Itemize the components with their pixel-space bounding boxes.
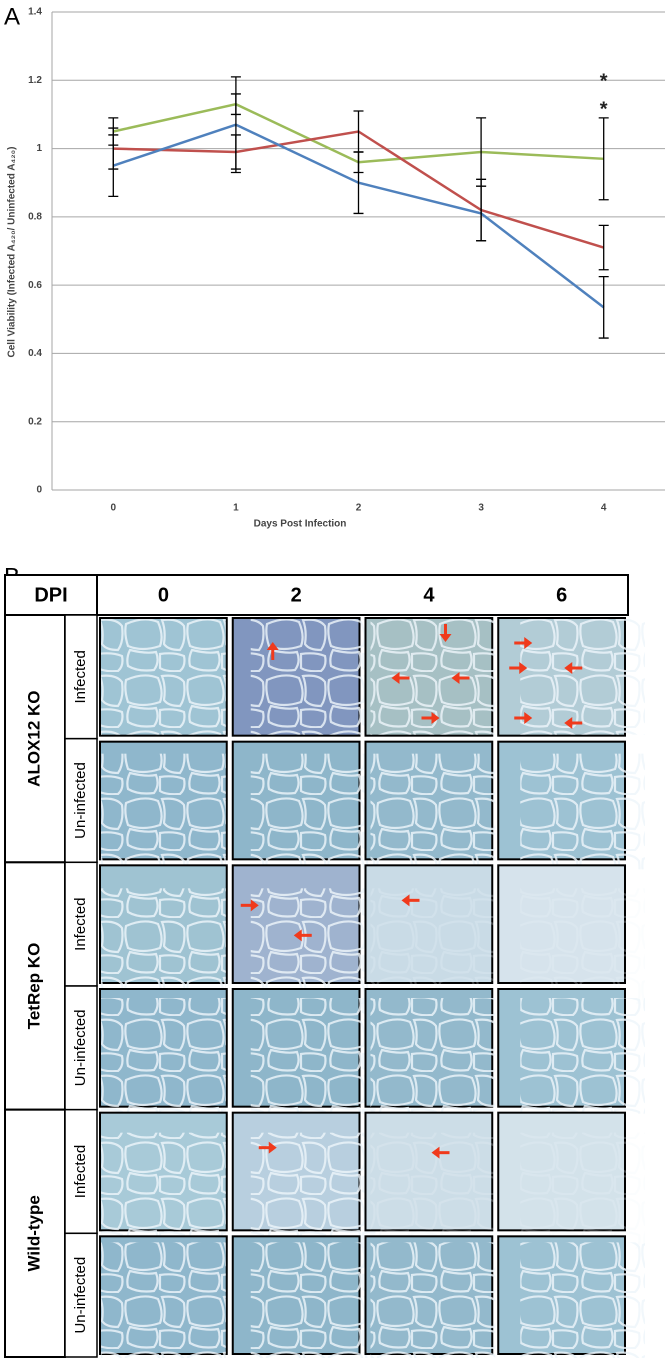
row-label-cell xyxy=(64,1232,98,1358)
row-label-cell xyxy=(64,1108,98,1235)
arrow-head xyxy=(401,894,410,907)
error-bar xyxy=(598,224,609,271)
arrow-head xyxy=(391,672,400,684)
error-bar xyxy=(598,275,609,339)
error-bar xyxy=(230,76,241,174)
micrograph-texture xyxy=(250,1242,376,1358)
panel-label: A xyxy=(4,3,20,30)
y-tick-label: 0.8 xyxy=(28,211,42,222)
arrow-head xyxy=(564,717,573,729)
row-label-cell xyxy=(64,861,98,987)
micrograph-texture xyxy=(520,998,645,1114)
group-label: TetRep KO xyxy=(24,943,43,1030)
y-tick-label: 1 xyxy=(36,143,42,154)
column-header: 0 xyxy=(158,584,169,606)
micrograph-texture xyxy=(370,998,496,1114)
arrow-head xyxy=(268,1141,277,1154)
x-tick-label: 2 xyxy=(356,503,362,514)
micrograph-texture xyxy=(370,753,496,870)
image-grid: DPI 0 2 4 6 ALOX12 KO Infected Un-infected TetRe… xyxy=(4,574,645,1358)
micrograph-texture xyxy=(250,998,376,1114)
header-row xyxy=(4,574,629,616)
row-label: Un-infected xyxy=(72,1009,89,1086)
arrow-head xyxy=(519,662,528,674)
row-label: Un-infected xyxy=(72,762,89,839)
micrograph-texture xyxy=(520,1132,645,1249)
x-tick-label: 4 xyxy=(601,503,607,514)
column-header: DPI xyxy=(34,584,67,606)
group-label: Wild-type xyxy=(24,1195,43,1271)
group-cell xyxy=(4,1108,66,1358)
group-label: ALOX12 KO xyxy=(24,690,43,786)
micrograph-texture xyxy=(101,888,226,1004)
micrograph-texture xyxy=(520,888,645,1004)
x-tick-label: 0 xyxy=(111,503,117,514)
row-label: Infected xyxy=(72,897,89,950)
micrograph-texture xyxy=(250,1132,376,1249)
micrograph-texture xyxy=(101,1242,226,1358)
arrow-head xyxy=(250,899,259,912)
y-tick-label: 0.2 xyxy=(28,416,42,427)
arrow-head xyxy=(431,712,440,724)
arrow-head xyxy=(439,634,452,642)
arrow-head xyxy=(431,1146,440,1159)
row-label-cell xyxy=(64,737,98,864)
micrograph-texture xyxy=(101,1132,226,1249)
row-label: Un-infected xyxy=(72,1257,89,1334)
y-tick-label: 1.2 xyxy=(28,75,42,86)
error-bar xyxy=(353,151,364,215)
arrow-head xyxy=(451,672,460,684)
micrograph-texture xyxy=(520,619,645,735)
error-bar xyxy=(598,117,609,201)
column-header: 4 xyxy=(423,584,435,606)
y-tick-label: 1.4 xyxy=(28,7,42,18)
arrow-head xyxy=(293,929,302,942)
micrograph-texture xyxy=(101,619,226,735)
y-axis-label: Cell Viability (Infected A₄₂₀/ Uninfecte… xyxy=(7,147,18,358)
column-header: 2 xyxy=(291,584,302,606)
significance-mark: * xyxy=(600,98,608,120)
micrograph-texture xyxy=(250,619,376,735)
micrograph-texture xyxy=(101,753,226,870)
column-header: 6 xyxy=(556,584,567,606)
micrograph-texture xyxy=(370,888,496,1004)
y-tick-label: 0 xyxy=(36,485,42,496)
y-tick-label: 0.4 xyxy=(28,348,42,359)
micrograph-texture xyxy=(520,753,645,870)
micrograph-texture xyxy=(370,1132,496,1249)
y-tick-label: 0.6 xyxy=(28,280,42,291)
arrow-head xyxy=(266,642,279,650)
micrograph-texture xyxy=(250,753,376,870)
arrow-head xyxy=(564,662,573,674)
micrograph-texture xyxy=(520,1242,645,1358)
arrow-head xyxy=(524,712,533,724)
x-tick-label: 3 xyxy=(478,503,484,514)
arrow-head xyxy=(524,637,533,649)
x-axis-label: Days Post Infection xyxy=(254,519,347,530)
row-label: Infected xyxy=(72,1145,89,1198)
error-bar xyxy=(108,134,119,198)
significance-mark: * xyxy=(600,70,608,92)
micrograph-texture xyxy=(370,1242,496,1358)
x-tick-label: 1 xyxy=(233,503,239,514)
micrograph-texture xyxy=(250,888,376,1004)
micrograph-texture xyxy=(101,998,226,1114)
error-bar xyxy=(476,185,487,242)
row-label: Infected xyxy=(72,650,89,703)
